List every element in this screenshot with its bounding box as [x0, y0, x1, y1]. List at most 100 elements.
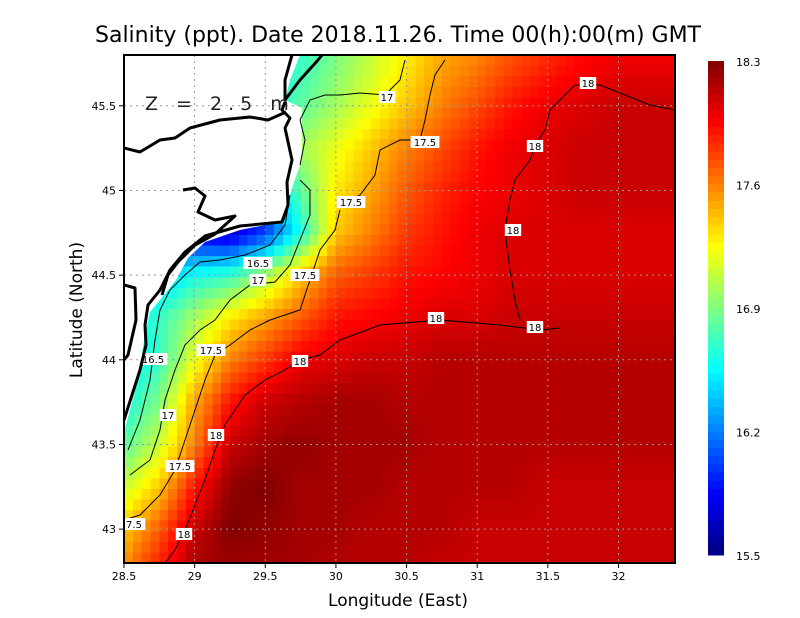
heatmap-cell	[636, 298, 646, 310]
heatmap-cell	[450, 446, 461, 458]
heatmap-cell	[574, 298, 584, 310]
heatmap-cell	[618, 436, 628, 448]
heatmap-cell	[327, 55, 337, 67]
heatmap-cell	[335, 129, 346, 141]
heatmap-cell	[530, 86, 540, 98]
heatmap-cell	[406, 86, 416, 98]
heatmap-cell	[645, 129, 655, 141]
heatmap-cell	[521, 414, 531, 426]
heatmap-cell	[556, 520, 567, 532]
heatmap-cell	[627, 55, 637, 67]
heatmap-cell	[627, 520, 637, 532]
heatmap-cell	[300, 478, 310, 490]
heatmap-cell	[433, 97, 443, 109]
colorbar-segment	[708, 316, 724, 325]
heatmap-cell	[512, 234, 522, 247]
x-tick-label: 29	[188, 570, 202, 583]
heatmap-cell	[415, 309, 425, 321]
colorbar-segment	[708, 448, 724, 457]
heatmap-cell	[547, 234, 558, 247]
heatmap-cell	[556, 467, 567, 479]
heatmap-cell	[353, 351, 363, 363]
heatmap-cell	[203, 488, 213, 501]
heatmap-cell	[477, 203, 487, 215]
heatmap-cell	[230, 499, 240, 511]
heatmap-cell	[609, 139, 620, 151]
heatmap-cell	[671, 277, 675, 289]
heatmap-cell	[450, 510, 461, 522]
heatmap-cell	[291, 309, 302, 321]
heatmap-cell	[194, 552, 204, 563]
heatmap-cell	[539, 319, 549, 331]
heatmap-cell	[459, 86, 469, 98]
heatmap-cell	[318, 192, 328, 204]
heatmap-cell	[309, 383, 319, 395]
heatmap-cell	[477, 277, 487, 289]
heatmap-cell	[194, 330, 204, 342]
heatmap-cell	[547, 457, 558, 469]
heatmap-cell	[645, 552, 655, 563]
heatmap-cell	[645, 414, 655, 426]
heatmap-cell	[627, 383, 637, 395]
heatmap-cell	[159, 330, 169, 342]
heatmap-cell	[486, 531, 496, 543]
heatmap-cell	[600, 182, 611, 194]
heatmap-cell	[265, 266, 275, 278]
heatmap-cell	[415, 129, 425, 141]
heatmap-cell	[627, 107, 637, 120]
heatmap-cell	[477, 160, 487, 172]
heatmap-cell	[494, 340, 505, 352]
heatmap-cell	[521, 245, 531, 257]
heatmap-cell	[335, 298, 346, 310]
heatmap-cell	[574, 531, 584, 543]
heatmap-cell	[335, 245, 346, 257]
heatmap-cell	[309, 425, 319, 437]
heatmap-cell	[636, 203, 646, 215]
heatmap-cell	[318, 563, 327, 574]
heatmap-cell	[592, 55, 602, 67]
heatmap-cell	[380, 76, 390, 88]
heatmap-cell	[282, 520, 293, 532]
heatmap-cell	[565, 499, 575, 511]
heatmap-cell	[327, 277, 337, 289]
heatmap-cell	[415, 457, 425, 469]
heatmap-cell	[450, 160, 461, 172]
heatmap-cell	[565, 404, 575, 416]
heatmap-cell	[574, 404, 584, 416]
heatmap-cell	[371, 340, 381, 352]
heatmap-cell	[600, 383, 611, 395]
heatmap-cell	[618, 298, 628, 310]
heatmap-cell	[362, 330, 372, 342]
heatmap-cell	[618, 488, 628, 501]
heatmap-cell	[300, 139, 310, 151]
heatmap-cell	[521, 171, 531, 183]
heatmap-cell	[362, 340, 372, 352]
heatmap-cell	[380, 150, 390, 162]
heatmap-cell	[344, 340, 355, 352]
heatmap-cell	[441, 361, 452, 374]
heatmap-cell	[459, 351, 469, 363]
heatmap-cell	[194, 541, 204, 553]
heatmap-cell	[230, 436, 240, 448]
heatmap-cell	[512, 499, 522, 511]
heatmap-cell	[415, 340, 425, 352]
heatmap-cell	[309, 129, 319, 141]
heatmap-cell	[521, 372, 531, 384]
heatmap-cell	[406, 372, 416, 384]
heatmap-cell	[221, 266, 231, 278]
heatmap-cell	[256, 414, 266, 426]
heatmap-cell	[150, 383, 160, 395]
heatmap-cell	[238, 404, 249, 416]
heatmap-cell	[362, 467, 372, 479]
heatmap-cell	[618, 383, 628, 395]
heatmap-cell	[450, 457, 461, 469]
heatmap-cell	[433, 86, 443, 98]
heatmap-cell	[415, 203, 425, 215]
heatmap-cell	[618, 76, 628, 88]
heatmap-cell	[653, 86, 664, 98]
chart-title: Salinity (ppt). Date 2018.11.26. Time 00…	[95, 23, 702, 48]
heatmap-cell	[565, 510, 575, 522]
heatmap-cell	[124, 436, 134, 448]
heatmap-cell	[503, 213, 514, 225]
heatmap-cell	[177, 488, 187, 501]
